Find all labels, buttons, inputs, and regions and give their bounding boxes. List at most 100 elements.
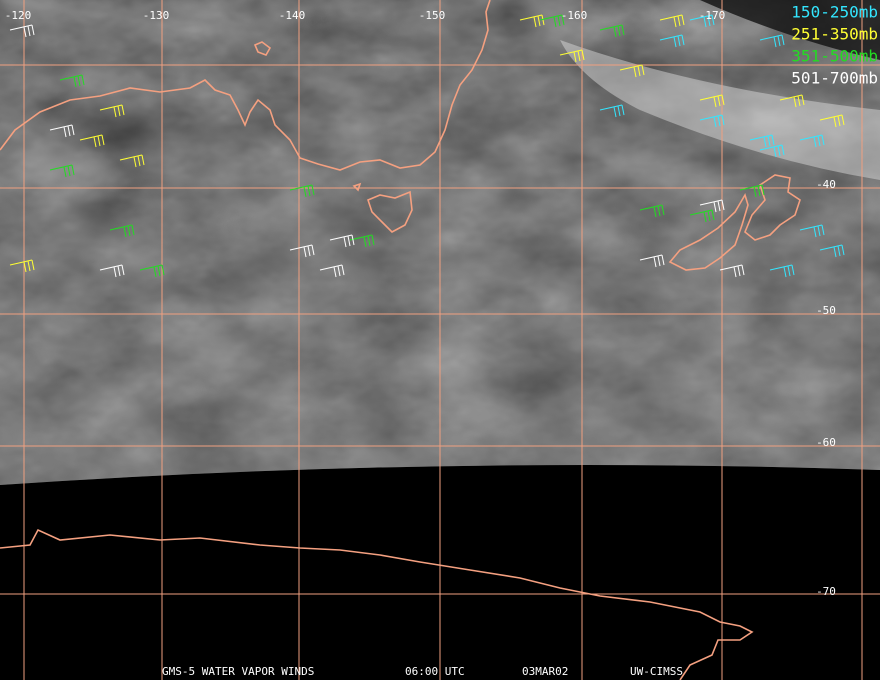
barb-flag xyxy=(817,225,821,237)
wind-barb xyxy=(699,114,725,128)
barb-flag xyxy=(613,26,617,38)
barb-flag xyxy=(343,236,347,248)
barb-flag xyxy=(303,186,307,198)
barb-flag xyxy=(73,76,77,88)
barb-flag xyxy=(153,266,157,278)
barb-flag xyxy=(333,266,337,278)
barb-flag xyxy=(113,106,117,118)
barb-flag xyxy=(637,65,641,77)
barb-staff xyxy=(759,144,783,151)
barb-staff xyxy=(739,184,763,191)
barb-flag xyxy=(23,26,27,38)
barb-flag xyxy=(737,265,741,277)
barb-flag xyxy=(661,204,665,216)
barb-flag xyxy=(341,264,345,276)
barb-flag xyxy=(753,186,757,198)
wind-barb xyxy=(689,209,715,223)
barb-flag xyxy=(721,199,725,211)
dry-band xyxy=(700,0,880,60)
barb-flag xyxy=(711,209,715,221)
wind-barb xyxy=(619,64,645,78)
barb-flag xyxy=(741,264,745,276)
barb-staff xyxy=(659,34,683,41)
barb-flag xyxy=(777,145,781,157)
barb-flag xyxy=(841,244,845,256)
barb-staff xyxy=(599,104,623,111)
barb-flag xyxy=(837,245,841,257)
latitude-label: -50 xyxy=(816,304,836,317)
barb-flag xyxy=(713,96,717,108)
longitude-label: -130 xyxy=(143,9,170,22)
wind-barb xyxy=(819,114,845,128)
barb-flag xyxy=(773,146,777,158)
labels: -120 -130 -140 -150 -160 -170 -40 -50 -60 -70 150-… xyxy=(5,3,878,679)
barb-staff xyxy=(139,264,163,271)
wind-barb xyxy=(559,49,585,63)
footer-text: 06:00 UTC xyxy=(405,665,465,678)
barb-flag xyxy=(573,51,577,63)
barb-staff xyxy=(319,264,343,271)
barb-flag xyxy=(681,14,685,26)
barb-flag xyxy=(363,236,367,248)
legend-entry: 251-350mb xyxy=(791,25,878,44)
barb-flag xyxy=(717,95,721,107)
wind-barb xyxy=(49,164,75,178)
barb-flag xyxy=(311,184,315,196)
wind-barb xyxy=(759,34,785,48)
coastline xyxy=(0,528,754,680)
barb-flag xyxy=(307,245,311,257)
barb-flag xyxy=(833,116,837,128)
barb-staff xyxy=(9,24,33,31)
barb-flag xyxy=(717,200,721,212)
coastline xyxy=(668,193,749,271)
barb-flag xyxy=(787,265,791,277)
barb-staff xyxy=(759,34,783,41)
wind-barb xyxy=(819,244,845,258)
wind-barb xyxy=(539,14,565,28)
wind-barb xyxy=(329,234,355,248)
wind-barb xyxy=(9,24,35,38)
barb-flag xyxy=(541,14,545,26)
barb-flag xyxy=(553,16,557,28)
barb-flag xyxy=(23,261,27,273)
barb-flag xyxy=(777,35,781,47)
barb-staff xyxy=(49,164,73,171)
barb-staff xyxy=(349,234,373,241)
wind-barb xyxy=(99,264,125,278)
barb-flag xyxy=(97,135,101,147)
barb-flag xyxy=(137,155,141,167)
wind-barb xyxy=(289,244,315,258)
barb-flag xyxy=(113,266,117,278)
barb-staff xyxy=(539,14,563,21)
wind-barb xyxy=(319,264,345,278)
barb-flag xyxy=(717,115,721,127)
wind-barb xyxy=(119,154,145,168)
barb-flag xyxy=(781,34,785,46)
barb-staff xyxy=(719,264,743,271)
barb-staff xyxy=(689,14,713,21)
barb-flag xyxy=(707,210,711,222)
barb-staff xyxy=(799,224,823,231)
wind-barb xyxy=(759,144,785,158)
barb-flag xyxy=(621,24,625,36)
wind-barbs xyxy=(9,14,845,278)
barb-flag xyxy=(773,36,777,48)
barb-flag xyxy=(31,24,35,36)
barb-flag xyxy=(81,74,85,86)
barb-flag xyxy=(557,15,561,27)
barb-staff xyxy=(639,204,663,211)
barb-staff xyxy=(819,114,843,121)
latitude-label: -60 xyxy=(816,436,836,449)
barb-flag xyxy=(641,64,645,76)
barb-staff xyxy=(79,134,103,141)
barb-flag xyxy=(303,246,307,258)
barb-flag xyxy=(63,126,67,138)
barb-flag xyxy=(123,226,127,238)
wind-barb xyxy=(109,224,135,238)
legend-entry: 501-700mb xyxy=(791,69,878,88)
barb-staff xyxy=(9,259,33,266)
barb-flag xyxy=(617,25,621,37)
barb-staff xyxy=(329,234,353,241)
barb-flag xyxy=(157,265,161,277)
barb-staff xyxy=(559,49,583,56)
